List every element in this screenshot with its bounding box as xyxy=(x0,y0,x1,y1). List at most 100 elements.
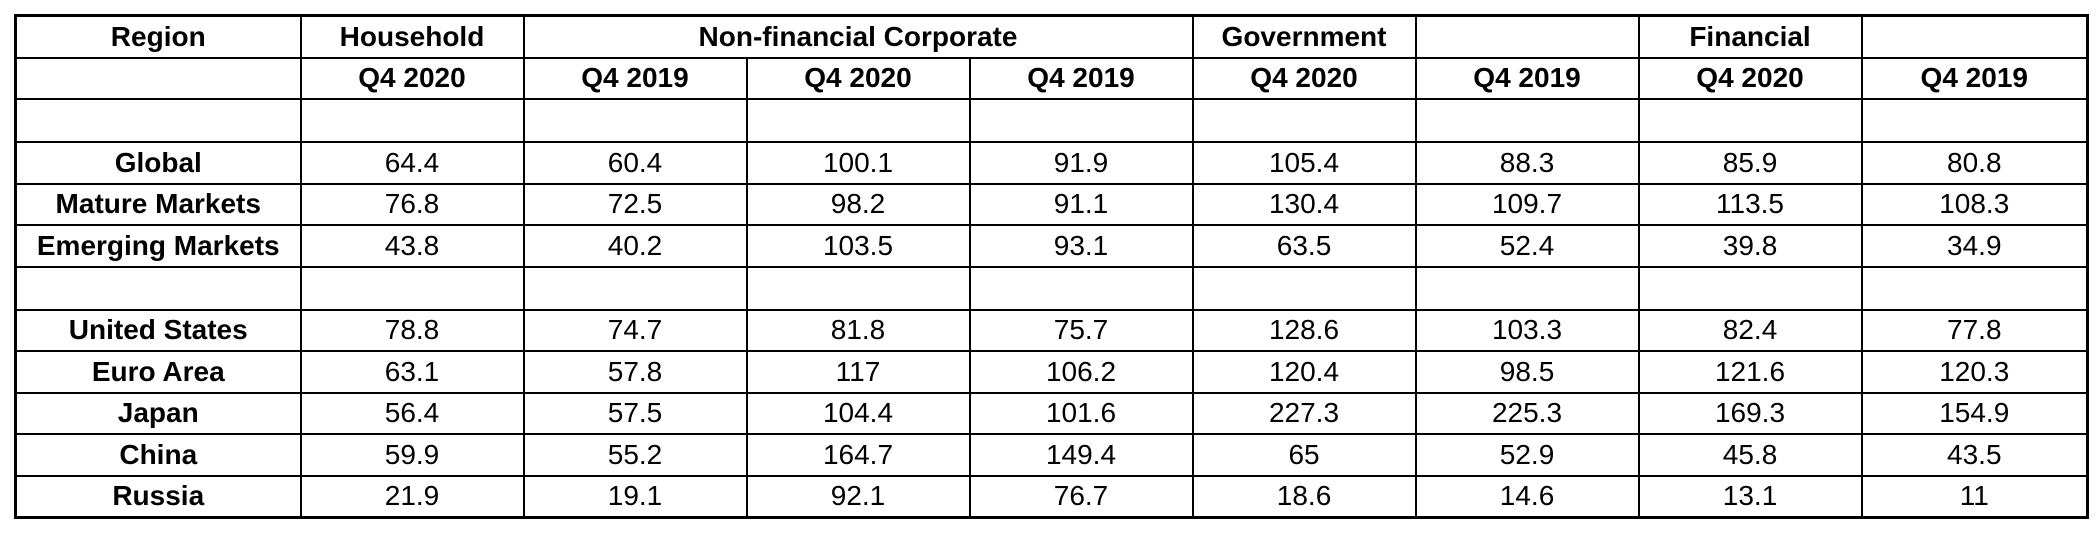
empty-cell xyxy=(968,265,1194,311)
header-row-top: Region Household Non-financial Corporate… xyxy=(14,14,2089,59)
header-financial: Financial xyxy=(1637,14,1863,59)
empty-cell xyxy=(299,265,525,311)
value-cell: 63.5 xyxy=(1191,224,1417,268)
empty-cell xyxy=(1191,265,1417,311)
empty-cell xyxy=(522,98,748,143)
empty-cell xyxy=(1860,98,2089,143)
value-cell: 39.8 xyxy=(1637,224,1863,268)
spacer-row xyxy=(14,265,2089,311)
table-row: Japan 56.4 57.5 104.4 101.6 227.3 225.3 169.3 15… xyxy=(14,391,2089,435)
value-cell: 57.8 xyxy=(522,350,748,394)
value-cell: 34.9 xyxy=(1860,224,2089,268)
subheader-cell: Q4 2020 xyxy=(1637,56,1863,100)
header-blank-2 xyxy=(1860,14,2089,59)
value-cell: 57.5 xyxy=(522,391,748,435)
value-cell: 65 xyxy=(1191,433,1417,477)
header-row-sub: Q4 2020 Q4 2019 Q4 2020 Q4 2019 Q4 2020 … xyxy=(14,56,2089,100)
empty-cell xyxy=(1414,265,1640,311)
value-cell: 43.8 xyxy=(299,224,525,268)
empty-cell xyxy=(1637,98,1863,143)
value-cell: 77.8 xyxy=(1860,308,2089,352)
empty-cell xyxy=(1637,265,1863,311)
table-row: Mature Markets 76.8 72.5 98.2 91.1 130.4 109.7… xyxy=(14,182,2089,226)
region-label: Mature Markets xyxy=(14,182,302,226)
empty-cell xyxy=(14,265,302,311)
header-government: Government xyxy=(1191,14,1417,59)
value-cell: 103.5 xyxy=(745,224,971,268)
region-label: Russia xyxy=(14,474,302,519)
value-cell: 92.1 xyxy=(745,474,971,519)
empty-cell xyxy=(745,98,971,143)
spacer-row xyxy=(14,98,2089,143)
value-cell: 43.5 xyxy=(1860,433,2089,477)
value-cell: 164.7 xyxy=(745,433,971,477)
value-cell: 55.2 xyxy=(522,433,748,477)
value-cell: 19.1 xyxy=(522,474,748,519)
value-cell: 59.9 xyxy=(299,433,525,477)
value-cell: 45.8 xyxy=(1637,433,1863,477)
empty-cell xyxy=(522,265,748,311)
value-cell: 225.3 xyxy=(1414,391,1640,435)
value-cell: 75.7 xyxy=(968,308,1194,352)
empty-cell xyxy=(299,98,525,143)
value-cell: 93.1 xyxy=(968,224,1194,268)
value-cell: 120.3 xyxy=(1860,350,2089,394)
value-cell: 121.6 xyxy=(1637,350,1863,394)
value-cell: 74.7 xyxy=(522,308,748,352)
value-cell: 108.3 xyxy=(1860,182,2089,226)
value-cell: 128.6 xyxy=(1191,308,1417,352)
value-cell: 63.1 xyxy=(299,350,525,394)
value-cell: 82.4 xyxy=(1637,308,1863,352)
subheader-cell xyxy=(14,56,302,100)
subheader-cell: Q4 2020 xyxy=(1191,56,1417,100)
subheader-cell: Q4 2019 xyxy=(1414,56,1640,100)
value-cell: 117 xyxy=(745,350,971,394)
table-row: Euro Area 63.1 57.8 117 106.2 120.4 98.5 121.6 1… xyxy=(14,350,2089,394)
value-cell: 100.1 xyxy=(745,141,971,185)
value-cell: 64.4 xyxy=(299,141,525,185)
value-cell: 81.8 xyxy=(745,308,971,352)
subheader-cell: Q4 2019 xyxy=(968,56,1194,100)
region-label: Euro Area xyxy=(14,350,302,394)
value-cell: 52.4 xyxy=(1414,224,1640,268)
subheader-cell: Q4 2019 xyxy=(1860,56,2089,100)
table-body: Region Household Non-financial Corporate… xyxy=(14,14,2089,519)
value-cell: 80.8 xyxy=(1860,141,2089,185)
value-cell: 227.3 xyxy=(1191,391,1417,435)
header-non-financial-corporate: Non-financial Corporate xyxy=(522,14,1194,59)
header-household: Household xyxy=(299,14,525,59)
value-cell: 88.3 xyxy=(1414,141,1640,185)
value-cell: 101.6 xyxy=(968,391,1194,435)
table-row: China 59.9 55.2 164.7 149.4 65 52.9 45.8 43.5 xyxy=(14,433,2089,477)
value-cell: 91.9 xyxy=(968,141,1194,185)
region-label: Emerging Markets xyxy=(14,224,302,268)
value-cell: 130.4 xyxy=(1191,182,1417,226)
value-cell: 13.1 xyxy=(1637,474,1863,519)
value-cell: 154.9 xyxy=(1860,391,2089,435)
value-cell: 40.2 xyxy=(522,224,748,268)
subheader-cell: Q4 2020 xyxy=(299,56,525,100)
value-cell: 60.4 xyxy=(522,141,748,185)
region-label: United States xyxy=(14,308,302,352)
table-row: United States 78.8 74.7 81.8 75.7 128.6 103.3 8… xyxy=(14,308,2089,352)
header-region: Region xyxy=(14,14,302,59)
subheader-cell: Q4 2019 xyxy=(522,56,748,100)
empty-cell xyxy=(1191,98,1417,143)
value-cell: 169.3 xyxy=(1637,391,1863,435)
value-cell: 109.7 xyxy=(1414,182,1640,226)
value-cell: 21.9 xyxy=(299,474,525,519)
value-cell: 56.4 xyxy=(299,391,525,435)
value-cell: 76.8 xyxy=(299,182,525,226)
table-row: Global 64.4 60.4 100.1 91.9 105.4 88.3 85.9 80.8 xyxy=(14,141,2089,185)
region-label: Global xyxy=(14,141,302,185)
value-cell: 103.3 xyxy=(1414,308,1640,352)
value-cell: 106.2 xyxy=(968,350,1194,394)
header-blank-1 xyxy=(1414,14,1640,59)
empty-cell xyxy=(14,98,302,143)
value-cell: 91.1 xyxy=(968,182,1194,226)
value-cell: 98.2 xyxy=(745,182,971,226)
value-cell: 113.5 xyxy=(1637,182,1863,226)
region-label: Japan xyxy=(14,391,302,435)
empty-cell xyxy=(1860,265,2089,311)
value-cell: 11 xyxy=(1860,474,2089,519)
